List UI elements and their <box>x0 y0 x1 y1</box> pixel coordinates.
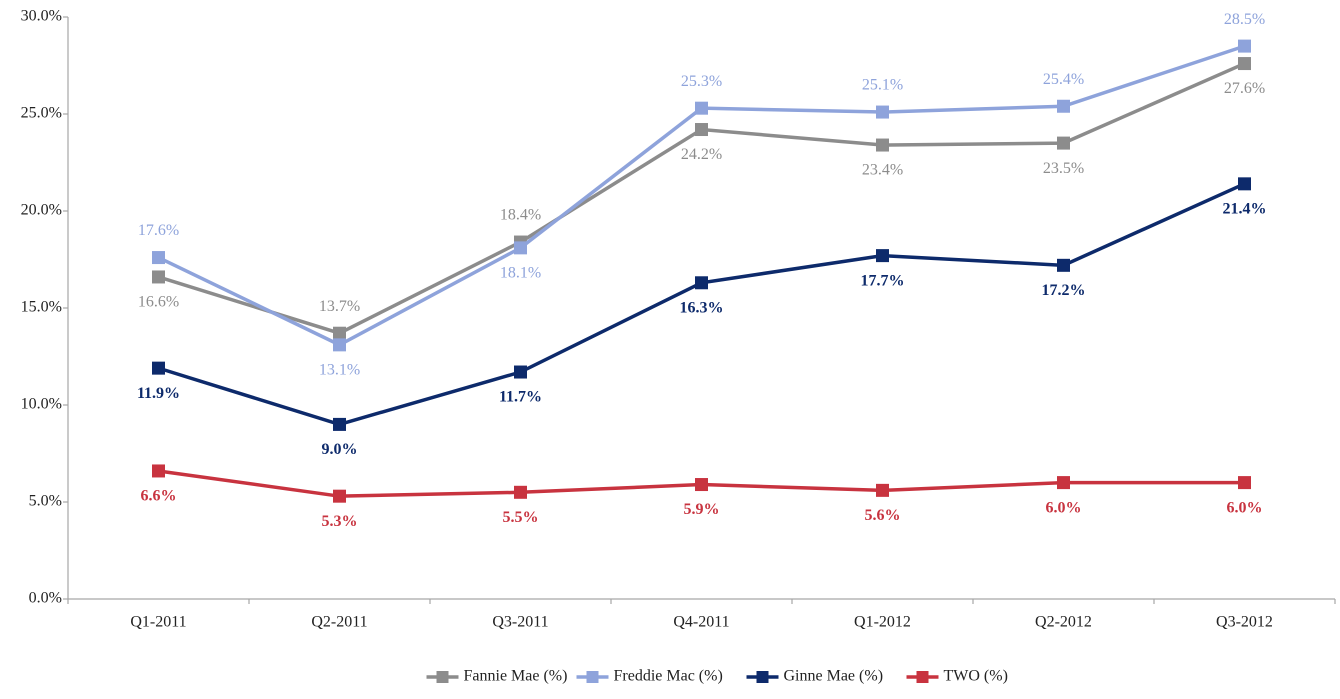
marker <box>514 365 527 379</box>
y-tick-label: 5.0% <box>29 493 62 510</box>
marker <box>333 417 346 431</box>
marker <box>695 478 708 492</box>
legend-marker <box>436 671 449 683</box>
marker <box>1057 258 1070 272</box>
data-label: 18.1% <box>500 265 541 282</box>
data-label: 18.4% <box>500 207 541 224</box>
marker <box>514 485 527 499</box>
y-tick-label: 0.0% <box>29 590 62 607</box>
x-tick-label: Q4-2011 <box>673 614 729 631</box>
data-label: 6.0% <box>1046 499 1082 516</box>
data-label: 11.9% <box>137 385 180 402</box>
series: 11.9% 9.0% 11.7% 16.3% 17.7% 17.2% 21.4% <box>137 177 1267 458</box>
x-tick-label: Q3-2011 <box>492 614 548 631</box>
y-tick-label: 20.0% <box>21 202 62 219</box>
marker <box>695 276 708 290</box>
x-tick-label: Q2-2012 <box>1035 614 1092 631</box>
marker <box>1057 136 1070 150</box>
data-label: 24.2% <box>681 146 722 163</box>
data-label: 25.4% <box>1043 71 1084 88</box>
marker <box>876 483 889 497</box>
data-label: 5.9% <box>684 501 720 518</box>
legend-label: Ginne Mae (%) <box>784 668 884 685</box>
marker <box>876 105 889 119</box>
marker <box>152 270 165 284</box>
data-label: 13.1% <box>319 362 360 379</box>
marker <box>1238 39 1251 53</box>
x-tick-label: Q3-2012 <box>1216 614 1273 631</box>
y-tick-label: 30.0% <box>21 8 62 25</box>
x-tick-label: Q1-2011 <box>130 614 186 631</box>
legend-item: Fannie Mae (%) <box>426 668 568 685</box>
data-label: 5.6% <box>865 507 901 524</box>
data-label: 25.3% <box>681 73 722 90</box>
marker <box>152 251 165 265</box>
legend-marker <box>586 671 599 683</box>
legend-label: Fannie Mae (%) <box>464 668 568 685</box>
x-tick-label: Q2-2011 <box>311 614 367 631</box>
marker <box>1057 99 1070 113</box>
legend-label: Freddie Mac (%) <box>614 668 723 685</box>
series: 6.6% 5.3% 5.5% 5.9% 5.6% 6.0% 6.0% <box>141 464 1263 530</box>
data-label: 17.2% <box>1042 282 1086 299</box>
series: 16.6% 13.7% 18.4% 24.2% 23.4% 23.5% 27.6% <box>138 57 1265 340</box>
data-label: 11.7% <box>499 389 542 406</box>
data-label: 6.6% <box>141 488 177 505</box>
marker <box>876 138 889 152</box>
data-label: 25.1% <box>862 77 903 94</box>
data-label: 23.5% <box>1043 160 1084 177</box>
data-label: 28.5% <box>1224 11 1265 28</box>
series: 17.6% 13.1% 18.1% 25.3% 25.1% 25.4% 28.5% <box>138 11 1265 379</box>
marker <box>1238 177 1251 191</box>
marker <box>152 361 165 375</box>
marker <box>876 249 889 263</box>
legend-item: Ginne Mae (%) <box>746 668 884 685</box>
marker <box>152 464 165 478</box>
legend-marker <box>756 671 769 683</box>
x-tick-label: Q1-2012 <box>854 614 911 631</box>
data-label: 17.7% <box>861 272 905 289</box>
data-label: 27.6% <box>1224 80 1265 97</box>
data-label: 6.0% <box>1227 499 1263 516</box>
data-label: 13.7% <box>319 298 360 315</box>
marker <box>1238 57 1251 71</box>
marker <box>1057 476 1070 490</box>
y-tick-label: 10.0% <box>21 396 62 413</box>
legend-item: Freddie Mac (%) <box>576 668 723 685</box>
marker <box>695 123 708 137</box>
data-label: 16.6% <box>138 294 179 311</box>
marker <box>695 101 708 115</box>
data-label: 16.3% <box>680 299 724 316</box>
data-label: 5.5% <box>503 509 539 526</box>
legend-label: TWO (%) <box>944 668 1008 685</box>
legend-marker <box>916 671 929 683</box>
data-label: 5.3% <box>322 513 358 530</box>
y-tick-label: 15.0% <box>21 299 62 316</box>
y-tick-label: 25.0% <box>21 105 62 122</box>
legend-item: TWO (%) <box>906 668 1008 685</box>
marker <box>514 241 527 255</box>
data-label: 21.4% <box>1223 201 1267 218</box>
marker <box>333 489 346 503</box>
marker <box>1238 476 1251 490</box>
data-label: 9.0% <box>322 441 358 458</box>
marker <box>333 326 346 340</box>
data-label: 17.6% <box>138 222 179 239</box>
data-label: 23.4% <box>862 162 903 179</box>
marker <box>333 338 346 352</box>
